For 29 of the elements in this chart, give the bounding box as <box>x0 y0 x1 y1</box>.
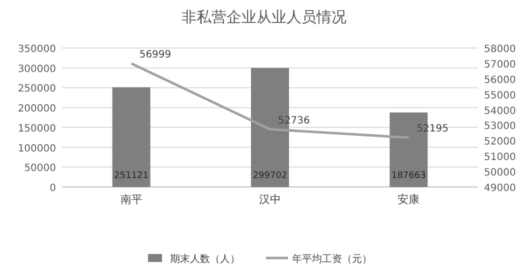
legend-label: 期末人数（人） <box>170 253 240 265</box>
data-label: 56999 <box>139 49 172 60</box>
y-tick-label: 350000 <box>18 44 56 55</box>
y-tick-label: 0 <box>50 183 56 194</box>
y2-tick-label: 53000 <box>484 121 516 132</box>
y-tick-label: 250000 <box>18 84 56 95</box>
x-tick-label: 汉中 <box>259 193 281 206</box>
y2-tick-label: 52000 <box>484 136 516 148</box>
y-tick-label: 50000 <box>24 163 56 174</box>
data-label: 187663 <box>391 171 426 181</box>
y2-tick-label: 51000 <box>484 152 516 164</box>
y2-tick-label: 57000 <box>484 59 516 70</box>
data-label: 299702 <box>252 171 288 181</box>
legend-label: 年平均工资（元） <box>292 253 372 265</box>
y-tick-label: 150000 <box>18 123 56 134</box>
x-tick-label: 南平 <box>120 193 142 206</box>
chart-title: 非私营企业从业人员情况 <box>182 8 346 26</box>
y2-tick-label: 49000 <box>484 183 516 194</box>
y2-tick-label: 58000 <box>484 44 516 55</box>
y2-tick-label: 50000 <box>484 168 516 179</box>
y-tick-label: 300000 <box>18 64 56 75</box>
y-tick-label: 200000 <box>18 104 56 115</box>
y2-tick-label: 54000 <box>484 106 516 117</box>
y-tick-label: 100000 <box>18 143 56 154</box>
x-tick-label: 安康 <box>398 193 420 206</box>
data-label: 251121 <box>114 171 149 181</box>
y2-tick-label: 55000 <box>484 90 516 102</box>
y2-tick-label: 56000 <box>484 74 516 86</box>
bar <box>112 87 150 187</box>
